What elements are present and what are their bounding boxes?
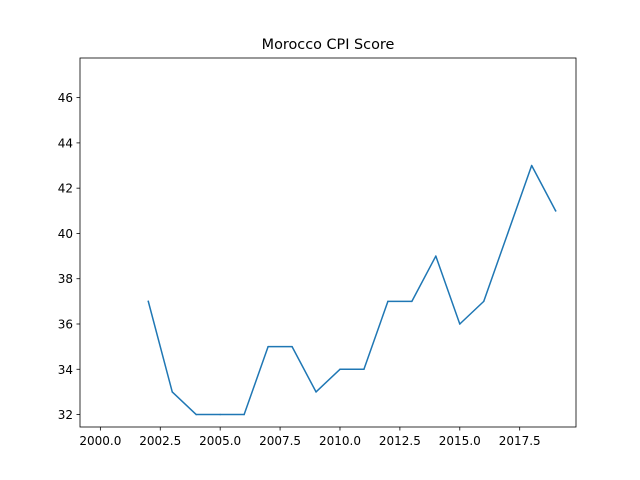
data-point: [363, 368, 365, 371]
data-point: [459, 323, 461, 325]
data-point: [315, 391, 317, 393]
data-point: [339, 368, 341, 371]
y-tick-label: 46: [58, 91, 73, 105]
y-tick-label: 32: [58, 408, 73, 422]
x-tick-label: 2002.5: [139, 434, 181, 448]
data-point: [387, 300, 389, 303]
x-tick-label: 2012.5: [379, 434, 421, 448]
data-point: [411, 300, 413, 303]
data-point: [506, 232, 509, 235]
y-tick-label: 34: [58, 363, 73, 377]
x-tick-label: 2005.0: [199, 434, 241, 448]
x-tick-label: 2000.0: [79, 434, 121, 448]
x-tick-label: 2017.5: [499, 434, 541, 448]
y-tick-label: 44: [58, 136, 73, 150]
plot-area: [147, 164, 557, 416]
data-point: [554, 210, 557, 212]
x-tick-label: 2010.0: [319, 434, 361, 448]
data-point: [243, 413, 245, 416]
data-point: [219, 413, 221, 416]
chart-title: Morocco CPI Score: [262, 37, 395, 53]
data-point: [147, 300, 150, 303]
axes-frame: [79, 57, 577, 428]
series-line-0: [147, 164, 557, 416]
data-point: [483, 300, 485, 303]
x-tick-label: 2015.0: [439, 434, 481, 448]
x-tick-label: 2007.5: [259, 434, 301, 448]
data-point: [267, 345, 269, 348]
y-tick-label: 38: [58, 272, 73, 286]
y-tick-label: 40: [58, 227, 73, 241]
axes: 2000.0 2002.5 2005.0 2007.5 2010.0 2012.5 2015…: [58, 57, 577, 448]
data-point: [530, 164, 533, 167]
y-tick-label: 36: [58, 317, 73, 331]
data-point: [291, 345, 293, 348]
data-point: [435, 255, 437, 257]
data-point: [195, 413, 197, 416]
data-point: [171, 391, 173, 393]
y-tick-label: 42: [58, 182, 73, 196]
